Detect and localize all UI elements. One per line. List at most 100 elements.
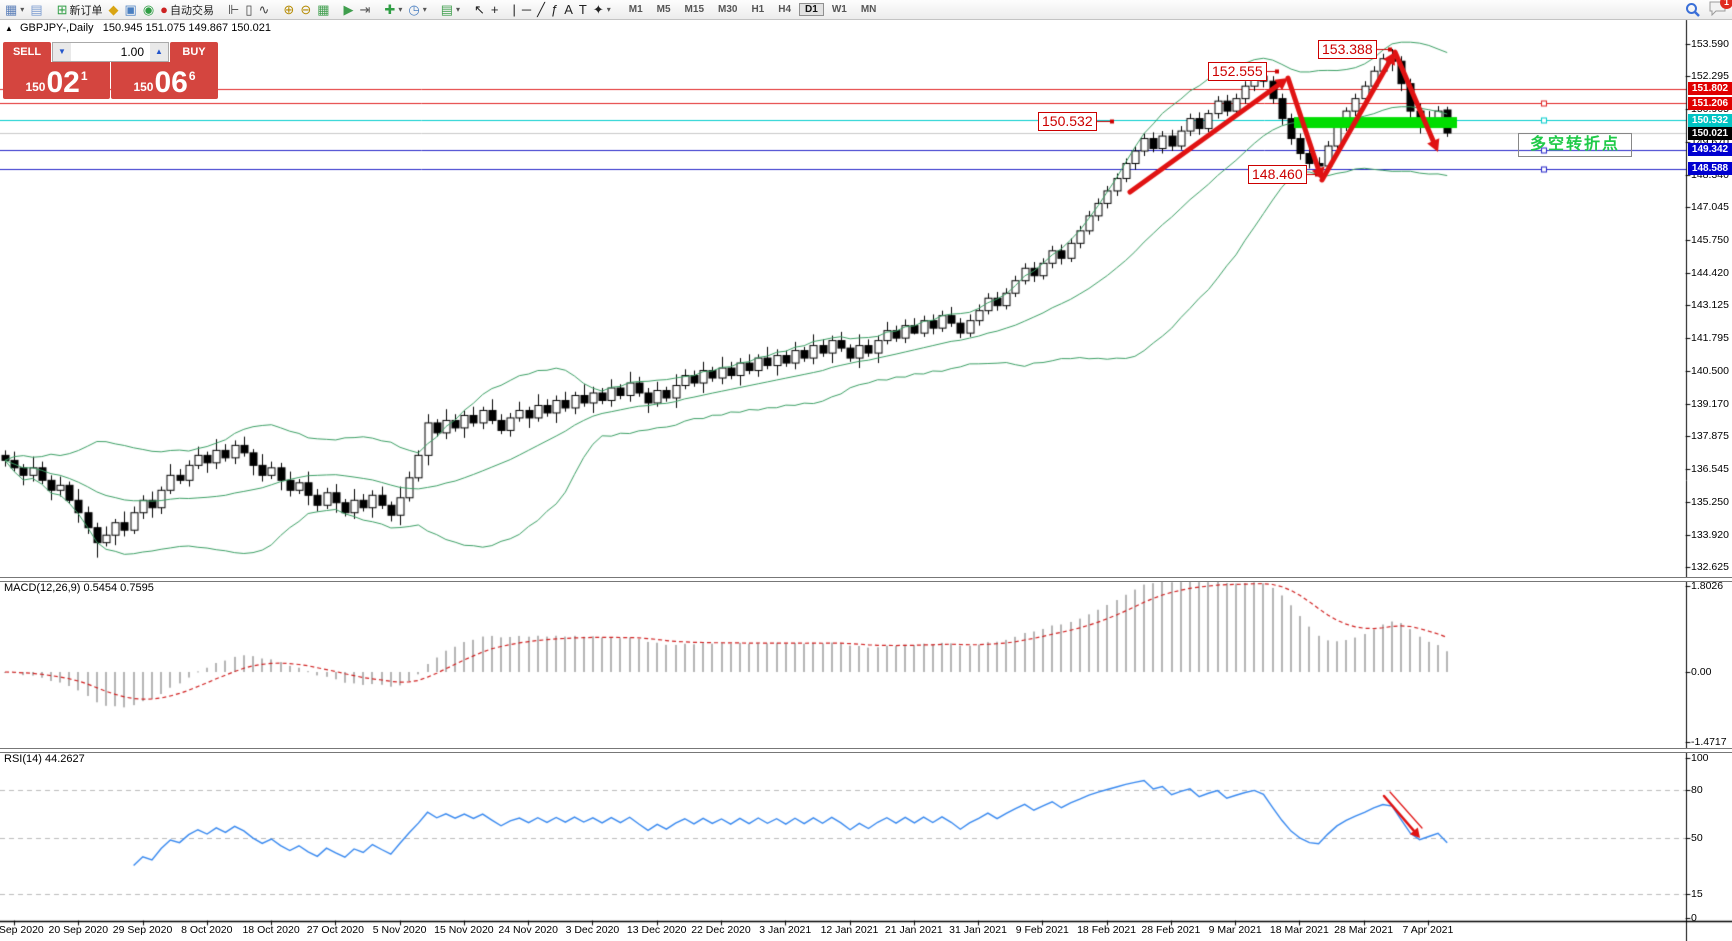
profiles-button[interactable]: ▤ bbox=[27, 1, 45, 19]
strategy-tester-button[interactable]: ◉ bbox=[140, 1, 157, 19]
date-axis-label: 3 Jan 2021 bbox=[759, 924, 812, 936]
price-callout[interactable]: 150.532 bbox=[1038, 112, 1097, 131]
fibonacci-button[interactable]: ƒ bbox=[548, 1, 561, 19]
macd-pane-label: MACD(12,26,9) 0.5454 0.7595 bbox=[4, 582, 154, 594]
sell-button[interactable]: SELL bbox=[3, 42, 51, 62]
vertical-line-button[interactable]: | bbox=[510, 1, 519, 19]
bar-chart-mode-icon: ⊩ bbox=[228, 2, 240, 17]
chevron-down-icon: ▾ bbox=[398, 5, 403, 14]
macd-axis-label: 1.8026 bbox=[1691, 580, 1724, 593]
price-line-badge: 151.206 bbox=[1687, 96, 1732, 110]
volume-input[interactable]: 1.00 bbox=[71, 43, 150, 61]
profiles-icon: ▤ bbox=[30, 2, 43, 17]
text-label-button[interactable]: T bbox=[576, 1, 590, 19]
zoom-out-icon: ⊖ bbox=[300, 2, 312, 17]
date-axis-label: 28 Feb 2021 bbox=[1141, 924, 1201, 936]
price-axis-tick: 144.420 bbox=[1691, 266, 1729, 279]
text-button[interactable]: A bbox=[561, 1, 576, 19]
volume-down-button[interactable]: ▼ bbox=[53, 43, 71, 61]
buy-button[interactable]: BUY bbox=[170, 42, 218, 62]
text-label-icon: T bbox=[578, 2, 587, 17]
main-macd-splitter[interactable] bbox=[0, 577, 1732, 582]
auto-trading-button[interactable]: ● 自动交易 bbox=[157, 1, 217, 19]
candlestick-mode-button[interactable]: ▯ bbox=[242, 1, 255, 19]
price-callout[interactable]: 152.555 bbox=[1208, 62, 1267, 81]
buy-price[interactable]: 150 06 6 bbox=[111, 62, 218, 99]
chart-shift-button[interactable]: ⇥ bbox=[357, 1, 374, 19]
zoom-in-button[interactable]: ⊕ bbox=[280, 1, 297, 19]
price-axis-tick: 145.750 bbox=[1691, 233, 1729, 246]
new-chart-button[interactable]: ▦ ▾ bbox=[2, 1, 27, 19]
date-axis-label: 3 Dec 2020 bbox=[565, 924, 620, 936]
date-axis-label: 13 Dec 2020 bbox=[626, 924, 687, 936]
date-axis-label: 12 Jan 2021 bbox=[820, 924, 879, 936]
zoom-out-button[interactable]: ⊖ bbox=[297, 1, 314, 19]
chevron-down-icon: ▾ bbox=[20, 5, 25, 14]
terminal-button[interactable]: ▣ bbox=[122, 1, 140, 19]
timeframe-m30[interactable]: M30 bbox=[718, 3, 738, 15]
turning-point-annotation[interactable]: 多空转折点 bbox=[1518, 133, 1632, 157]
buy-price-big: 06 bbox=[154, 66, 188, 99]
chart-symbol-period: GBPJPY-,Daily bbox=[19, 22, 94, 34]
chart-layout-button[interactable]: ▤ ▾ bbox=[438, 1, 463, 19]
horizontal-line-button[interactable]: ─ bbox=[519, 1, 534, 19]
arrows-tool-icon: ✦ bbox=[592, 2, 604, 17]
rsi-axis-label: 100 bbox=[1691, 752, 1709, 764]
sell-price-pip: 1 bbox=[80, 69, 88, 83]
metaeditor-button[interactable]: ◆ bbox=[106, 1, 122, 19]
new-order-button[interactable]: ⊞ 新订单 bbox=[54, 1, 106, 19]
toolbar-right: 1 bbox=[1685, 0, 1732, 19]
crosshair-button[interactable]: + bbox=[488, 1, 502, 19]
timeframe-h1[interactable]: H1 bbox=[751, 3, 765, 15]
price-axis-tick: 132.625 bbox=[1691, 561, 1729, 573]
candlestick-mode-icon: ▯ bbox=[245, 2, 253, 17]
timeframe-m5[interactable]: M5 bbox=[656, 3, 671, 15]
auto-scroll-button[interactable]: ▶ bbox=[341, 1, 357, 19]
cursor-button[interactable]: ↖ bbox=[471, 1, 488, 19]
one-click-trading-panel: SELL ▼ 1.00 ▲ BUY 150 02 1 150 06 6 bbox=[3, 42, 218, 99]
fibonacci-icon: ƒ bbox=[550, 2, 559, 17]
bar-chart-mode-button[interactable]: ⊩ bbox=[225, 1, 242, 19]
price-axis-tick: 137.875 bbox=[1691, 430, 1729, 443]
one-click-collapse-icon[interactable]: ▲ bbox=[5, 24, 13, 33]
notifications-button[interactable]: 1 bbox=[1709, 0, 1732, 19]
buy-price-pip: 6 bbox=[188, 69, 196, 83]
new-chart-icon: ▦ bbox=[5, 2, 18, 17]
chart-title: ▲ GBPJPY-,Daily 150.945 151.075 149.867 … bbox=[5, 22, 271, 34]
price-axis-tick: 147.045 bbox=[1691, 201, 1729, 214]
text-icon: A bbox=[564, 2, 573, 17]
price-callout[interactable]: 153.388 bbox=[1318, 40, 1377, 59]
price-axis-tick: 133.920 bbox=[1691, 528, 1729, 541]
indicators-button[interactable]: ✚ ▾ bbox=[381, 1, 405, 19]
periods-icon: ◷ bbox=[408, 2, 420, 17]
line-chart-mode-button[interactable]: ∿ bbox=[256, 1, 273, 19]
price-axis-tick: 141.795 bbox=[1691, 332, 1729, 345]
chevron-down-icon: ▾ bbox=[456, 5, 461, 14]
macd-rsi-splitter[interactable] bbox=[0, 748, 1732, 753]
timeframe-m1[interactable]: M1 bbox=[628, 3, 643, 15]
sell-price[interactable]: 150 02 1 bbox=[3, 62, 110, 99]
strategy-tester-icon: ◉ bbox=[142, 2, 155, 17]
price-callout[interactable]: 148.460 bbox=[1248, 165, 1307, 184]
date-axis-label: 22 Dec 2020 bbox=[691, 924, 751, 936]
price-line-badge: 150.021 bbox=[1687, 126, 1732, 140]
price-line-badge: 148.588 bbox=[1687, 162, 1732, 176]
trendline-button[interactable]: ╱ bbox=[534, 1, 548, 19]
timeframe-d1[interactable]: D1 bbox=[799, 2, 824, 16]
timeframe-m15[interactable]: M15 bbox=[684, 3, 704, 15]
search-icon[interactable] bbox=[1685, 2, 1701, 18]
arrows-tool-button[interactable]: ✦ ▾ bbox=[590, 1, 614, 19]
volume-up-button[interactable]: ▲ bbox=[150, 43, 168, 61]
tile-windows-button[interactable]: ▦ bbox=[314, 1, 332, 19]
timeframe-w1[interactable]: W1 bbox=[831, 3, 847, 15]
date-axis-label: 31 Jan 2021 bbox=[949, 924, 1007, 936]
price-axis-tick: 153.590 bbox=[1691, 38, 1729, 50]
timeframe-mn[interactable]: MN bbox=[860, 3, 877, 15]
chart-layout-icon: ▤ bbox=[440, 2, 453, 17]
chevron-down-icon: ▾ bbox=[606, 5, 611, 14]
vertical-line-icon: | bbox=[512, 2, 516, 17]
periods-button[interactable]: ◷ ▾ bbox=[405, 1, 429, 19]
timeframe-h4[interactable]: H4 bbox=[778, 3, 792, 15]
